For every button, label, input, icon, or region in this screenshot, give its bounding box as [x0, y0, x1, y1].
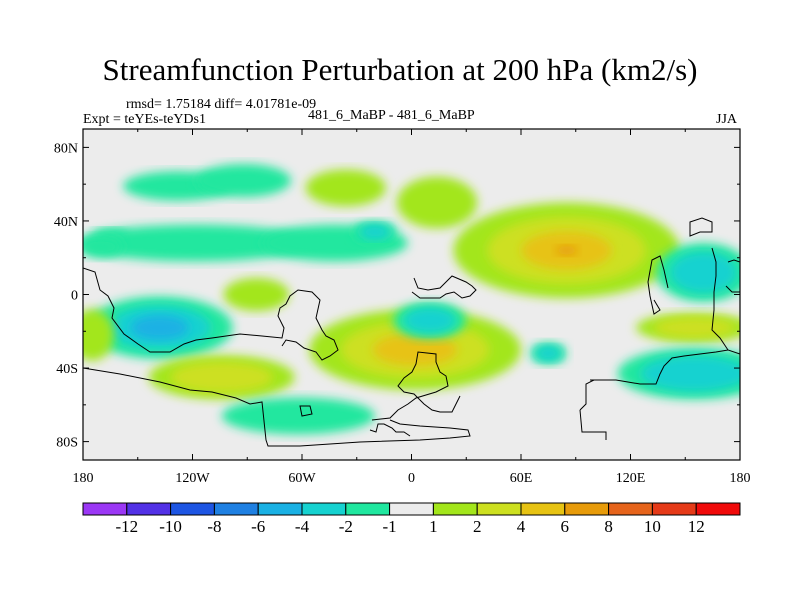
colorbar-swatch — [564, 502, 610, 516]
colorbar-swatch — [432, 502, 478, 516]
anomaly-level — [83, 224, 315, 262]
colorbar-label: -4 — [295, 517, 310, 536]
colorbar-swatch — [213, 502, 259, 516]
coastline-eurasia — [411, 275, 477, 299]
colorbar-label: 2 — [473, 517, 482, 536]
colorbar-swatch — [82, 502, 128, 516]
coastline-africa-rim — [371, 351, 461, 421]
x-tick-label: 180 — [730, 471, 751, 486]
anomaly-level — [83, 309, 115, 361]
stats-line: rmsd= 1.75184 diff= 4.01781e-09 — [126, 97, 317, 112]
experiment-label: Expt = teYEs-teYDs1 — [83, 112, 206, 127]
colorbar-label: -2 — [339, 517, 353, 536]
colorbar-label: 6 — [561, 517, 570, 536]
x-axis-labels: 180 120W 60W 0 60E 120E 180 — [73, 471, 751, 486]
anomaly-level — [555, 245, 578, 256]
coastline-antarctica — [579, 379, 607, 440]
anomaly-region-7 — [305, 169, 386, 207]
anomaly-level — [83, 235, 124, 258]
coastline-south-america — [83, 367, 471, 447]
anomaly-level — [196, 163, 292, 198]
colorbar-label: 10 — [644, 517, 661, 536]
colorbar-label: 8 — [604, 517, 613, 536]
anomaly-region-18 — [656, 243, 740, 302]
x-tick-label: 180 — [73, 471, 94, 486]
coastline-north-america — [83, 267, 339, 361]
colorbar-swatch — [651, 502, 697, 516]
anomaly-level — [372, 333, 458, 366]
anomaly-level — [223, 277, 290, 312]
anomaly-region-16 — [393, 301, 467, 339]
anomaly-level — [359, 224, 391, 240]
coastline-asia — [647, 255, 669, 315]
anomaly-region-13 — [83, 309, 115, 361]
anomaly-level — [305, 169, 386, 207]
y-tick-label: 40N — [54, 215, 78, 230]
anomaly-region-11 — [223, 277, 290, 312]
season-label: JJA — [716, 112, 738, 127]
coastline-australia — [590, 349, 729, 385]
y-tick-label: 40S — [56, 362, 78, 377]
chart-title: Streamfunction Perturbation at 200 hPa (… — [102, 52, 698, 87]
colorbar-swatch — [126, 502, 172, 516]
anomaly-region-20 — [617, 347, 740, 400]
colorbar-swatch — [476, 502, 522, 516]
y-axis-labels: 80N 40N 0 40S 80S — [54, 141, 78, 450]
axis-ticks — [82, 129, 741, 460]
anomaly-level — [404, 307, 456, 334]
case-label: 481_6_MaBP - 481_6_MaBP — [308, 108, 475, 123]
colorbar-swatch — [695, 502, 741, 516]
anomaly-region-5 — [353, 220, 397, 244]
anomaly-region-6 — [83, 235, 124, 258]
anomaly-region-17 — [530, 342, 567, 365]
colorbar-swatch — [608, 502, 653, 516]
x-tick-label: 120E — [616, 471, 646, 486]
anomaly-level — [535, 345, 562, 362]
coastline-north-pacific — [689, 217, 713, 237]
colorbar-swatch — [301, 502, 347, 516]
x-tick-label: 120W — [175, 471, 210, 486]
coastline-antarctic-peninsula — [369, 423, 411, 437]
coastline-small-island — [299, 405, 313, 417]
anomaly-level — [640, 355, 740, 392]
x-tick-label: 60W — [288, 471, 316, 486]
anomaly-region-14 — [148, 355, 295, 400]
colorbar-label: -10 — [159, 517, 182, 536]
colorbar-label: -8 — [207, 517, 221, 536]
coastlines — [83, 217, 740, 447]
colorbar-swatch — [170, 502, 215, 516]
colorbar: -12 -10 -8 -6 -4 -2 -1 1 2 4 6 8 10 12 — [82, 502, 741, 536]
anomaly-region-15 — [221, 397, 375, 435]
colorbar-label: 4 — [517, 517, 526, 536]
anomaly-level — [221, 397, 375, 435]
y-tick-label: 0 — [71, 289, 78, 304]
colorbar-swatch — [257, 502, 303, 516]
anomaly-region-12 — [86, 296, 233, 359]
colorbar-label: 12 — [688, 517, 705, 536]
anomaly-level — [653, 317, 736, 338]
colorbar-label: -12 — [115, 517, 138, 536]
x-tick-label: 0 — [408, 471, 415, 486]
anomaly-region-8 — [396, 176, 478, 229]
anomaly-region-9 — [453, 202, 680, 299]
colorbar-swatch — [520, 502, 566, 516]
x-tick-label: 60E — [510, 471, 533, 486]
y-tick-label: 80N — [54, 141, 78, 156]
colorbar-label: -1 — [383, 517, 397, 536]
coastline-east-asia — [711, 247, 740, 355]
colorbar-swatch — [389, 502, 434, 516]
anomaly-level — [670, 251, 737, 294]
colorbar-label: 1 — [429, 517, 438, 536]
coastline-australia-east — [725, 259, 740, 293]
anomaly-region-19 — [635, 312, 740, 343]
colorbar-label: -6 — [251, 517, 265, 536]
anomaly-region-3 — [83, 224, 315, 262]
anomaly-level — [130, 315, 189, 341]
y-tick-label: 80S — [56, 436, 78, 451]
anomaly-level — [396, 176, 478, 229]
anomaly-region-1 — [196, 163, 292, 198]
anomaly-level — [170, 361, 273, 393]
colorbar-swatch — [345, 502, 391, 516]
